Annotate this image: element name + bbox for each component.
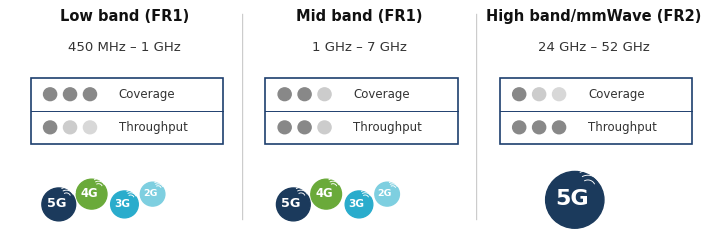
Text: 2G: 2G: [378, 189, 392, 198]
Circle shape: [111, 191, 139, 218]
Text: 450 MHz – 1 GHz: 450 MHz – 1 GHz: [68, 41, 181, 54]
Text: 2G: 2G: [143, 189, 157, 198]
Circle shape: [276, 188, 310, 221]
Circle shape: [140, 182, 165, 206]
Text: Throughput: Throughput: [588, 121, 657, 134]
Circle shape: [318, 88, 331, 101]
Text: 3G: 3G: [349, 199, 365, 209]
Circle shape: [63, 121, 77, 134]
Circle shape: [311, 179, 342, 209]
Circle shape: [546, 171, 604, 228]
Circle shape: [42, 188, 75, 221]
Text: 5G: 5G: [47, 197, 66, 210]
Circle shape: [83, 121, 96, 134]
Text: Low band (FR1): Low band (FR1): [60, 9, 189, 24]
Circle shape: [44, 121, 57, 134]
Text: Coverage: Coverage: [353, 88, 410, 101]
Text: Mid band (FR1): Mid band (FR1): [296, 9, 422, 24]
Circle shape: [278, 88, 292, 101]
Circle shape: [318, 121, 331, 134]
Circle shape: [83, 88, 96, 101]
FancyBboxPatch shape: [31, 78, 223, 144]
Circle shape: [278, 121, 292, 134]
Circle shape: [44, 88, 57, 101]
Text: Throughput: Throughput: [118, 121, 187, 134]
Circle shape: [553, 88, 566, 101]
FancyBboxPatch shape: [265, 78, 457, 144]
Circle shape: [513, 121, 526, 134]
FancyBboxPatch shape: [500, 78, 692, 144]
Text: 4G: 4G: [315, 187, 332, 200]
Text: 5G: 5G: [556, 189, 589, 209]
Text: 5G: 5G: [281, 197, 301, 210]
Circle shape: [76, 179, 107, 209]
Text: Throughput: Throughput: [353, 121, 422, 134]
Text: High band/mmWave (FR2): High band/mmWave (FR2): [486, 9, 701, 24]
Circle shape: [533, 121, 546, 134]
Circle shape: [513, 88, 526, 101]
Text: 3G: 3G: [114, 199, 130, 209]
Circle shape: [553, 121, 566, 134]
Text: 4G: 4G: [80, 187, 98, 200]
Text: Coverage: Coverage: [588, 88, 645, 101]
Circle shape: [298, 88, 311, 101]
Circle shape: [63, 88, 77, 101]
Text: 1 GHz – 7 GHz: 1 GHz – 7 GHz: [312, 41, 406, 54]
Circle shape: [375, 182, 399, 206]
Text: 24 GHz – 52 GHz: 24 GHz – 52 GHz: [538, 41, 649, 54]
Circle shape: [533, 88, 546, 101]
Circle shape: [298, 121, 311, 134]
Text: Coverage: Coverage: [118, 88, 175, 101]
Circle shape: [345, 191, 373, 218]
